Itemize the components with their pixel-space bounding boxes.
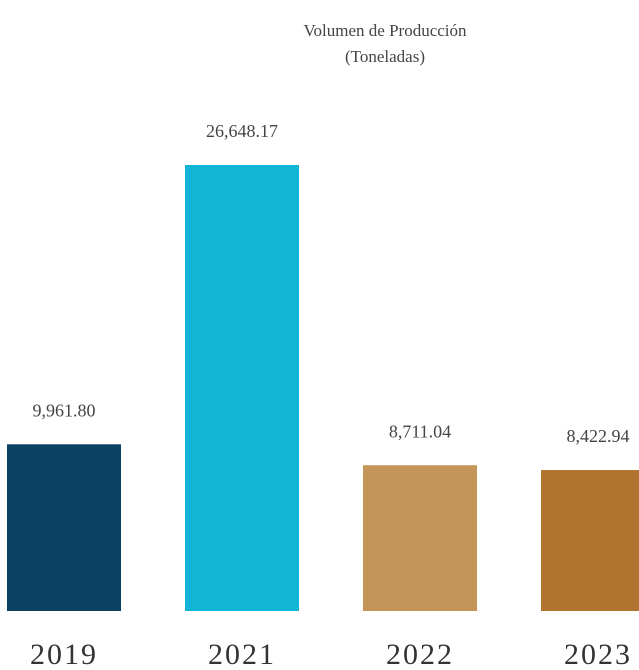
- bar: [185, 165, 299, 611]
- x-tick-label: 2023: [564, 638, 632, 670]
- value-label: 26,648.17: [206, 121, 278, 141]
- bar: [541, 470, 639, 611]
- bar: [7, 444, 121, 611]
- chart-subtitle: (Toneladas): [345, 47, 425, 66]
- x-tick-label: 2022: [386, 638, 454, 670]
- value-label: 9,961.80: [33, 400, 96, 420]
- x-tick-label: 2021: [208, 638, 276, 670]
- value-label: 8,711.04: [389, 421, 451, 441]
- x-tick-label: 2019: [30, 638, 98, 670]
- chart-title: Volumen de Producción: [303, 21, 467, 40]
- bar: [363, 465, 477, 611]
- value-label: 8,422.94: [567, 426, 630, 446]
